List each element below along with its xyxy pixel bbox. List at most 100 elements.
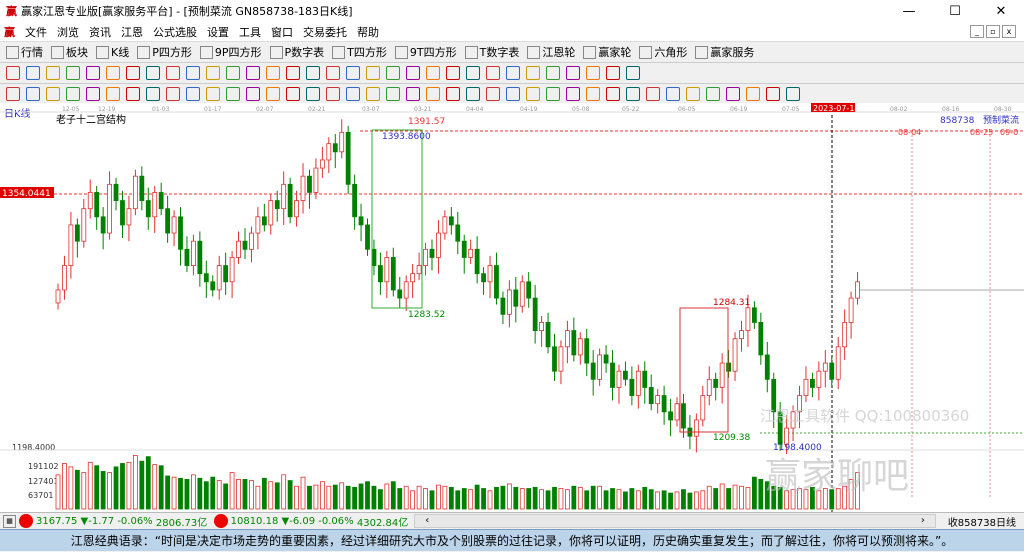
calculator-icon[interactable]: ▦ — [3, 514, 16, 528]
toolbar-button-0[interactable]: 行情 — [6, 44, 43, 60]
tool-icon[interactable] — [626, 87, 640, 101]
tool-icon[interactable] — [246, 87, 260, 101]
tool-icon[interactable] — [606, 87, 620, 101]
tool-icon[interactable] — [666, 87, 680, 101]
tool-icon[interactable] — [26, 66, 40, 80]
toolbar-button-5[interactable]: P数字表 — [269, 44, 324, 60]
toolbar-button-12[interactable]: 赢家服务 — [695, 44, 754, 60]
tool-icon[interactable] — [686, 87, 700, 101]
kline-chart[interactable]: 日K线 老子十二宫结构 858738 预制菜流 1354.0441 1198.4… — [0, 103, 1024, 512]
tool-icon[interactable] — [126, 66, 140, 80]
tool-icon[interactable] — [566, 66, 580, 80]
tool-icon[interactable] — [6, 66, 20, 80]
tool-icon[interactable] — [286, 66, 300, 80]
tool-icon[interactable] — [66, 66, 80, 80]
tool-icon[interactable] — [546, 87, 560, 101]
tool-icon[interactable] — [166, 87, 180, 101]
tool-icon[interactable] — [506, 66, 520, 80]
toolbar-button-9[interactable]: 江恩轮 — [527, 44, 575, 60]
tool-icon[interactable] — [506, 87, 520, 101]
toolbar-button-4[interactable]: 9P四方形 — [199, 44, 262, 60]
menu-8[interactable]: 交易委托 — [303, 25, 347, 39]
tool-icon[interactable] — [86, 66, 100, 80]
tool-icon[interactable] — [606, 66, 620, 80]
tool-icon[interactable] — [526, 87, 540, 101]
tool-icon[interactable] — [346, 66, 360, 80]
toolbar-button-8[interactable]: T数字表 — [464, 44, 519, 60]
toolbar-button-7[interactable]: 9T四方形 — [394, 44, 457, 60]
menu-3[interactable]: 江恩 — [121, 25, 143, 39]
tool-icon[interactable] — [346, 87, 360, 101]
toolbar-button-1[interactable]: 板块 — [51, 44, 88, 60]
horizontal-scrollbar[interactable]: ‹ › — [414, 514, 936, 528]
mdi-close-button[interactable]: x — [1002, 25, 1016, 38]
tool-icon[interactable] — [546, 66, 560, 80]
tool-icon[interactable] — [746, 87, 760, 101]
tool-icon[interactable] — [646, 87, 660, 101]
tool-icon[interactable] — [166, 66, 180, 80]
tool-icon[interactable] — [26, 87, 40, 101]
scroll-right-button[interactable]: › — [920, 515, 925, 526]
tool-icon[interactable] — [106, 87, 120, 101]
menu-1[interactable]: 浏览 — [57, 25, 79, 39]
tool-icon[interactable] — [266, 87, 280, 101]
tool-icon[interactable] — [326, 66, 340, 80]
tool-icon[interactable] — [226, 87, 240, 101]
minimize-button[interactable]: — — [902, 3, 916, 19]
tool-icon[interactable] — [766, 87, 780, 101]
tool-icon[interactable] — [126, 87, 140, 101]
tool-icon[interactable] — [186, 66, 200, 80]
tool-icon[interactable] — [246, 66, 260, 80]
tool-icon[interactable] — [386, 87, 400, 101]
tool-icon[interactable] — [306, 87, 320, 101]
tool-icon[interactable] — [426, 66, 440, 80]
tool-icon[interactable] — [566, 87, 580, 101]
tool-icon[interactable] — [46, 66, 60, 80]
tool-icon[interactable] — [406, 87, 420, 101]
tool-icon[interactable] — [586, 87, 600, 101]
tool-icon[interactable] — [786, 87, 800, 101]
tool-icon[interactable] — [586, 66, 600, 80]
tool-icon[interactable] — [146, 87, 160, 101]
tool-icon[interactable] — [386, 66, 400, 80]
tool-icon[interactable] — [446, 87, 460, 101]
tool-icon[interactable] — [726, 87, 740, 101]
tool-icon[interactable] — [366, 66, 380, 80]
menu-9[interactable]: 帮助 — [357, 25, 379, 39]
tool-icon[interactable] — [446, 66, 460, 80]
menu-4[interactable]: 公式选股 — [153, 25, 197, 39]
tool-icon[interactable] — [706, 87, 720, 101]
tool-icon[interactable] — [326, 87, 340, 101]
tool-icon[interactable] — [66, 87, 80, 101]
toolbar-button-6[interactable]: T四方形 — [332, 44, 387, 60]
tool-icon[interactable] — [206, 66, 220, 80]
tool-icon[interactable] — [366, 87, 380, 101]
tool-icon[interactable] — [466, 87, 480, 101]
toolbar-button-2[interactable]: K线 — [96, 44, 129, 60]
maximize-button[interactable]: ☐ — [949, 3, 961, 19]
close-button[interactable]: ✕ — [995, 3, 1007, 19]
tool-icon[interactable] — [106, 66, 120, 80]
tool-icon[interactable] — [466, 66, 480, 80]
menu-5[interactable]: 设置 — [207, 25, 229, 39]
tool-icon[interactable] — [206, 87, 220, 101]
tool-icon[interactable] — [626, 66, 640, 80]
tool-icon[interactable] — [146, 66, 160, 80]
menu-2[interactable]: 资讯 — [89, 25, 111, 39]
tool-icon[interactable] — [426, 87, 440, 101]
toolbar-button-10[interactable]: 赢家轮 — [583, 44, 631, 60]
tool-icon[interactable] — [46, 87, 60, 101]
tool-icon[interactable] — [186, 87, 200, 101]
tool-icon[interactable] — [286, 87, 300, 101]
mdi-minimize-button[interactable]: _ — [970, 25, 984, 38]
menu-7[interactable]: 窗口 — [271, 25, 293, 39]
tool-icon[interactable] — [486, 66, 500, 80]
toolbar-button-11[interactable]: 六角形 — [639, 44, 687, 60]
tool-icon[interactable] — [226, 66, 240, 80]
menu-6[interactable]: 工具 — [239, 25, 261, 39]
mdi-restore-button[interactable]: ▫ — [986, 25, 1000, 38]
toolbar-button-3[interactable]: P四方形 — [137, 44, 192, 60]
tool-icon[interactable] — [86, 87, 100, 101]
tool-icon[interactable] — [6, 87, 20, 101]
menu-0[interactable]: 文件 — [25, 25, 47, 39]
